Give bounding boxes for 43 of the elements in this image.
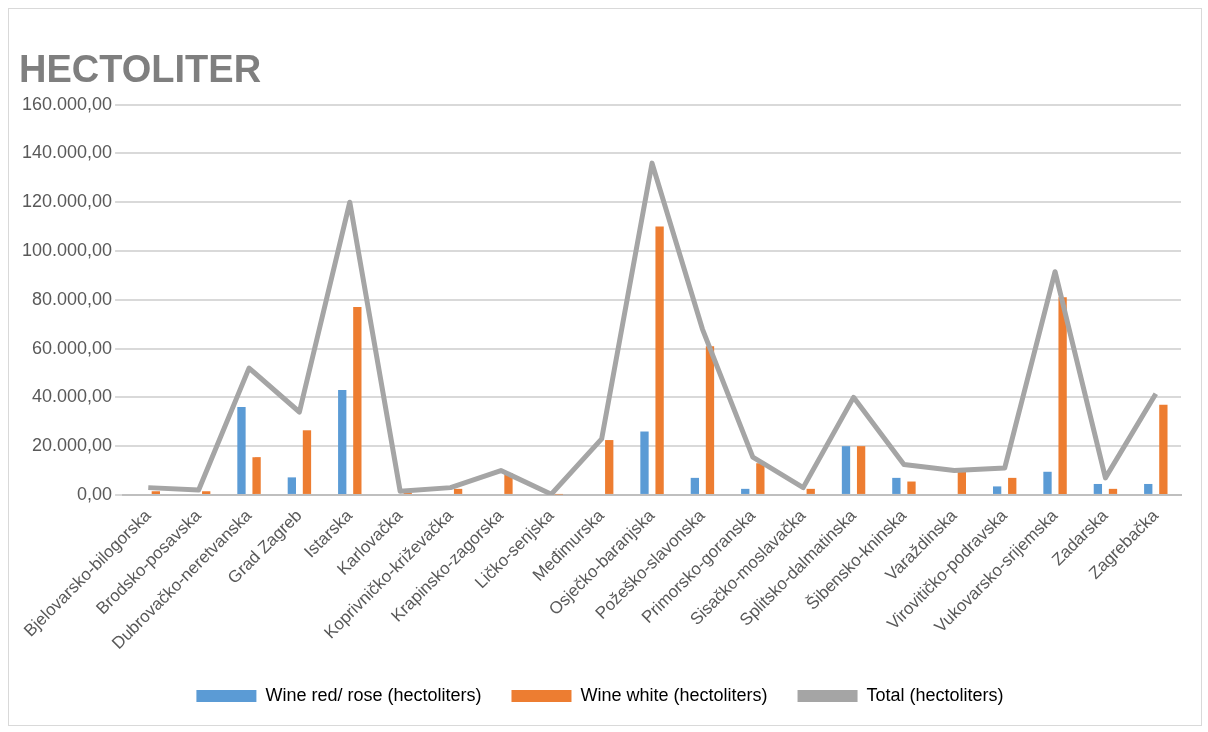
bar (1008, 477, 1017, 494)
bar (1144, 483, 1153, 494)
bar (640, 431, 649, 494)
bar (1058, 297, 1067, 494)
bar (841, 446, 851, 494)
bar (353, 307, 362, 494)
bar (655, 226, 664, 494)
bar (453, 488, 463, 494)
bar (252, 457, 261, 494)
bar (907, 481, 916, 494)
y-tick-label: 120.000,00 (21, 191, 113, 212)
bar (690, 477, 700, 494)
bar (302, 430, 312, 494)
bar (1108, 488, 1118, 494)
y-tick-label: 60.000,00 (32, 337, 113, 358)
y-tick-label: 100.000,00 (21, 239, 113, 260)
bar (957, 471, 967, 494)
bar (1043, 471, 1052, 494)
legend-label: Wine white (hectoliters) (580, 684, 768, 705)
bar (1159, 404, 1168, 494)
bar (605, 440, 614, 494)
y-tick-label: 40.000,00 (32, 386, 113, 407)
bar (806, 488, 815, 494)
y-tick-label: 160.000,00 (21, 93, 113, 114)
bar (338, 390, 347, 494)
legend-label: Wine red/ rose (hectoliters) (265, 684, 482, 705)
y-tick-label: 20.000,00 (32, 435, 113, 456)
bar (856, 446, 866, 494)
bar (992, 486, 1002, 494)
y-tick-label: 140.000,00 (21, 142, 113, 163)
bar (756, 463, 765, 494)
bar (202, 491, 211, 494)
bar (1093, 483, 1103, 494)
bar (892, 477, 901, 494)
y-tick-label: 80.000,00 (32, 288, 113, 309)
y-tick-label: 0,00 (77, 483, 113, 504)
bar (705, 346, 715, 494)
chart-title: HECTOLITER (19, 48, 262, 91)
bar (287, 477, 297, 494)
bar (237, 407, 246, 494)
legend-label: Total (hectoliters) (866, 684, 1004, 705)
bar (151, 491, 160, 494)
bar (741, 488, 750, 494)
